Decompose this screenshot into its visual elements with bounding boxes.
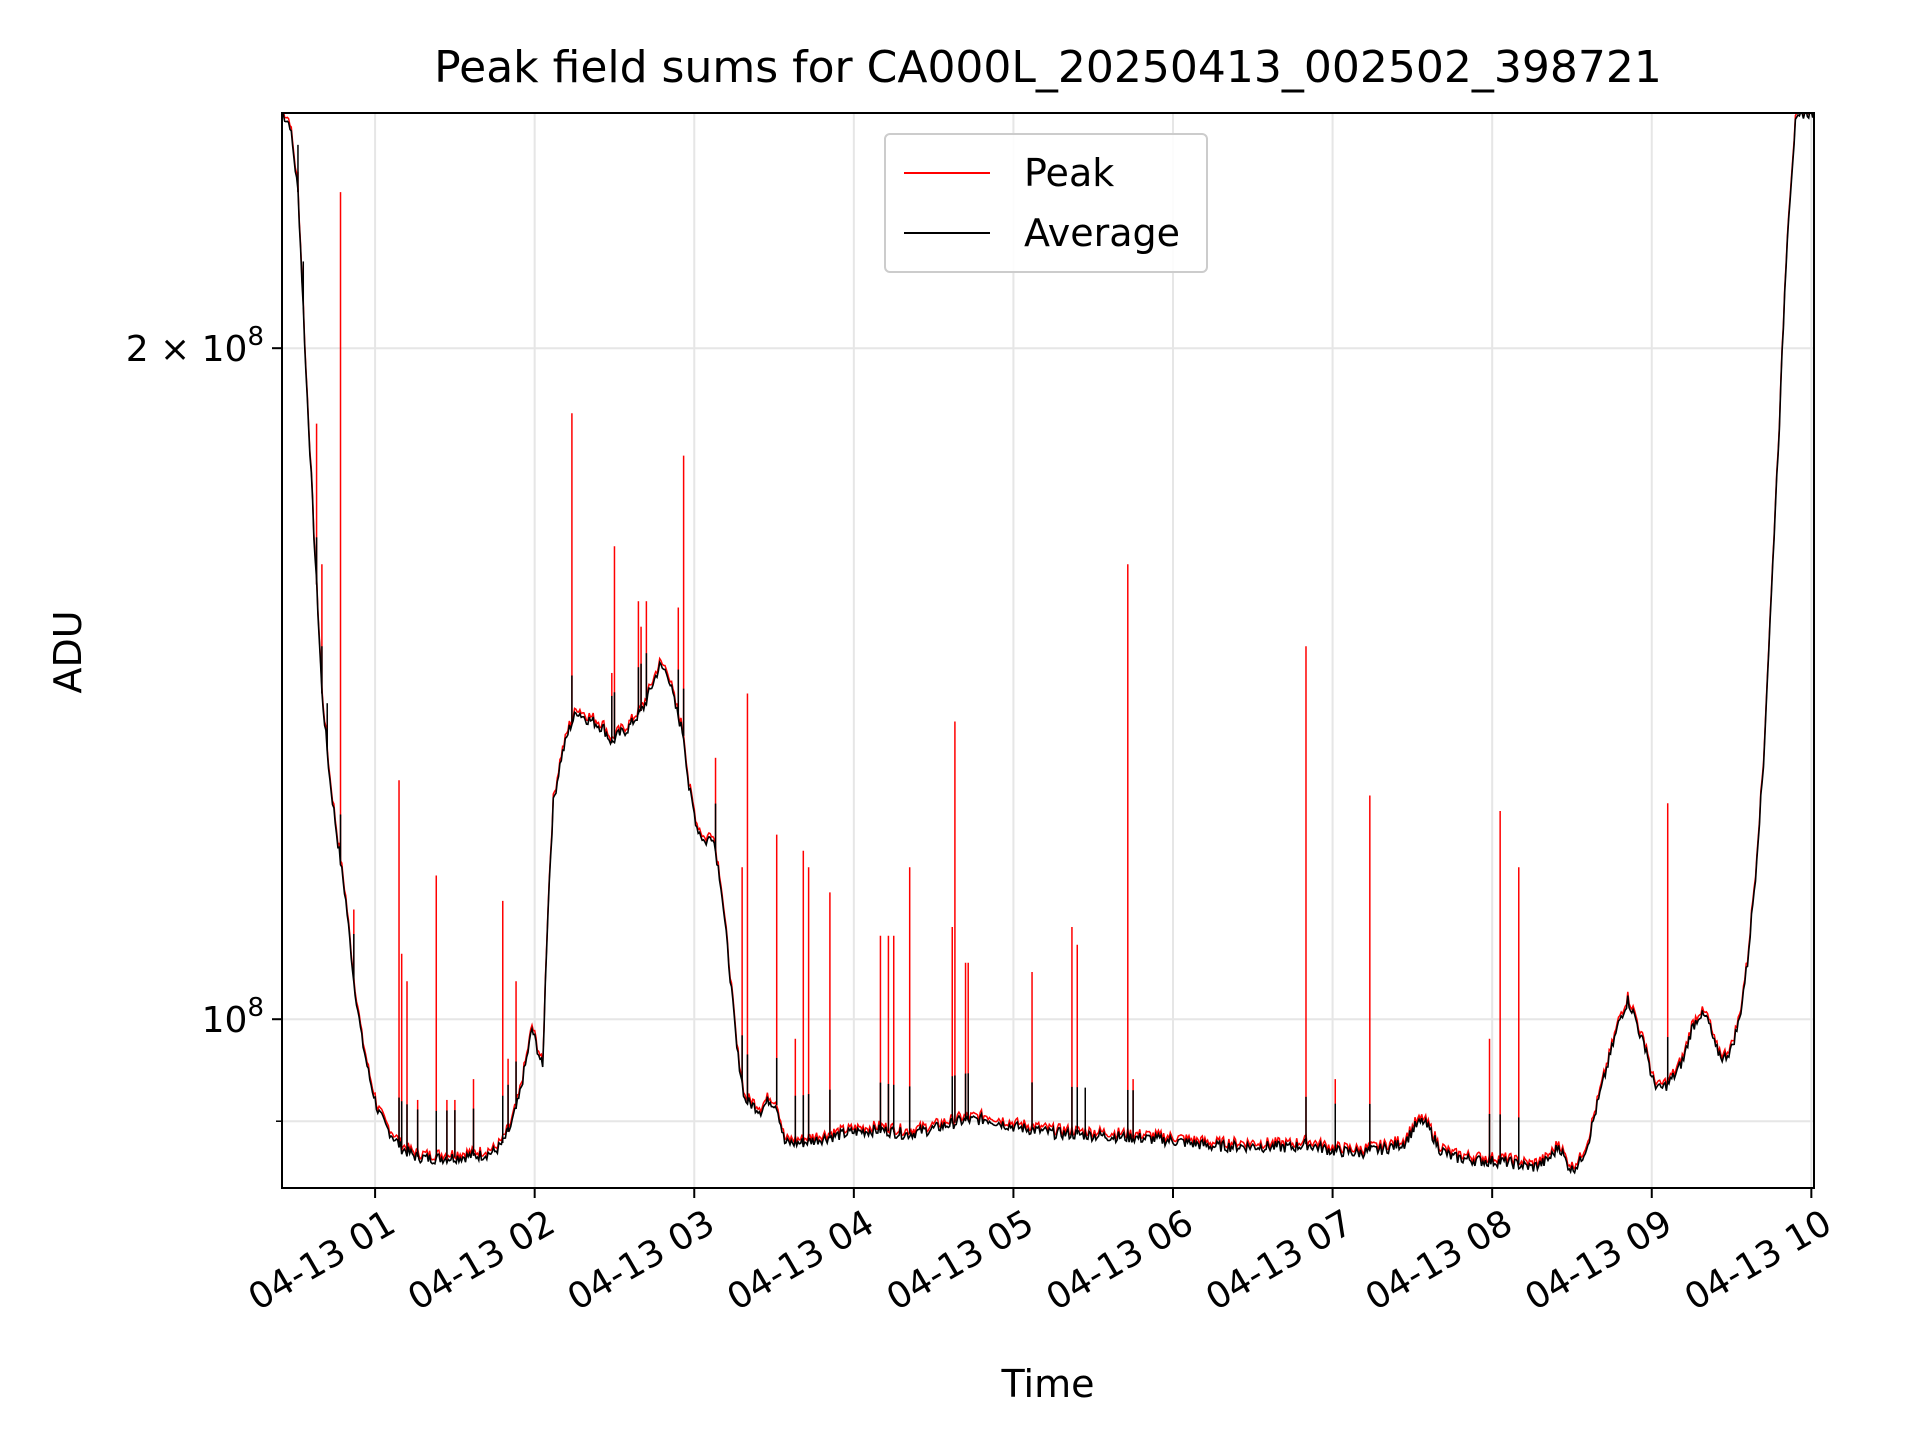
legend: Peak Average <box>884 133 1208 273</box>
x-tick-label: 04-13 04 <box>720 1202 881 1318</box>
plot-frame <box>281 112 1815 1189</box>
legend-swatch-peak <box>904 172 990 174</box>
x-tick-label: 04-13 03 <box>561 1202 722 1318</box>
chart-title: Peak field sums for CA000L_20250413_0025… <box>434 42 1662 93</box>
legend-label-peak: Peak <box>1024 151 1115 195</box>
y-tick-label: 108 <box>202 993 264 1041</box>
x-tick-label: 04-13 08 <box>1359 1202 1520 1318</box>
legend-item-peak: Peak <box>904 151 1115 195</box>
legend-item-average: Average <box>904 211 1181 255</box>
x-tick-label: 04-13 02 <box>401 1202 562 1318</box>
x-tick-label: 04-13 01 <box>242 1202 403 1318</box>
grid-lines <box>282 113 1814 1188</box>
average-series <box>282 113 1814 1175</box>
y-tick-label: 2 × 108 <box>126 322 264 370</box>
x-tick-label: 04-13 10 <box>1678 1202 1839 1318</box>
y-axis-label: ADU <box>46 610 90 694</box>
x-tick-label: 04-13 05 <box>880 1202 1041 1318</box>
legend-swatch-average <box>904 232 990 234</box>
legend-label-average: Average <box>1024 211 1181 255</box>
x-tick-label: 04-13 09 <box>1518 1202 1679 1318</box>
x-axis-label: Time <box>1001 1362 1095 1406</box>
average-line <box>282 113 1814 1175</box>
x-tick-label: 04-13 06 <box>1040 1202 1201 1318</box>
x-tick-label: 04-13 07 <box>1199 1202 1360 1318</box>
